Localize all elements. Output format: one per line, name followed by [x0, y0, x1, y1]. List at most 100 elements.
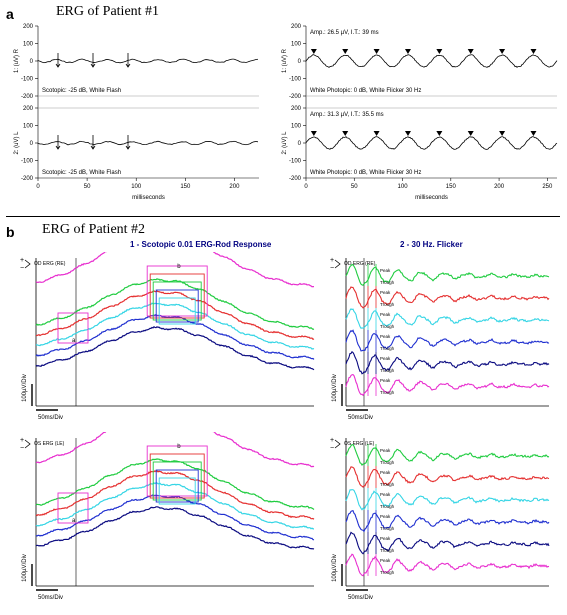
svg-text:200: 200 — [23, 106, 34, 112]
svg-text:Peak: Peak — [380, 290, 391, 295]
svg-text:-200: -200 — [289, 94, 302, 100]
svg-text:150: 150 — [180, 184, 191, 190]
svg-text:Trough: Trough — [380, 504, 395, 509]
svg-text:Trough: Trough — [380, 280, 395, 285]
svg-text:Trough: Trough — [380, 324, 395, 329]
panel-a-title: ERG of Patient #1 — [56, 4, 159, 20]
svg-text:0: 0 — [298, 59, 302, 65]
svg-text:200: 200 — [23, 24, 34, 30]
svg-text:Peak: Peak — [380, 356, 391, 361]
svg-text:milliseconds: milliseconds — [415, 195, 448, 201]
svg-text:100: 100 — [398, 184, 409, 190]
svg-text:1: (uV) R: 1: (uV) R — [14, 48, 20, 73]
svg-text:Peak: Peak — [380, 312, 391, 317]
svg-text:Peak: Peak — [380, 470, 391, 475]
svg-text:White Photopic: 0 dB, White F: White Photopic: 0 dB, White Flicker 30 H… — [310, 88, 421, 94]
svg-text:Trough: Trough — [380, 460, 395, 465]
svg-text:2: (uV) L: 2: (uV) L — [14, 131, 20, 155]
svg-text:−: − — [20, 445, 24, 452]
svg-text:100: 100 — [23, 124, 34, 130]
svg-text:b: b — [177, 444, 181, 450]
panel-a-letter: a — [6, 6, 14, 22]
svg-text:Trough: Trough — [380, 302, 395, 307]
svg-text:150: 150 — [446, 184, 457, 190]
svg-text:-200: -200 — [21, 176, 34, 182]
svg-text:Amp.: 26.5 µV, I.T.: 39 ms: Amp.: 26.5 µV, I.T.: 39 ms — [310, 30, 379, 36]
svg-text:-200: -200 — [21, 94, 34, 100]
svg-text:Trough: Trough — [380, 548, 395, 553]
svg-text:OD ERG (RE): OD ERG (RE) — [344, 261, 376, 267]
panel-a-right-chart: -200 -100 0 100 200 White Photopic: 0 dB, Whi… — [278, 22, 563, 202]
panel-b-left-title: 1 - Scotopic 0.01 ERG-Rod Response — [130, 240, 271, 249]
svg-text:100: 100 — [291, 124, 302, 130]
svg-text:White Photopic: 0 dB, White F: White Photopic: 0 dB, White Flicker 30 H… — [310, 170, 421, 176]
svg-text:+: + — [330, 257, 334, 264]
svg-text:50ms/Div: 50ms/Div — [348, 415, 373, 421]
svg-text:+: + — [20, 437, 24, 444]
svg-text:50ms/Div: 50ms/Div — [348, 595, 373, 601]
panel-b-right-title: 2 - 30 Hz. Flicker — [400, 240, 463, 249]
svg-text:0: 0 — [298, 141, 302, 147]
svg-text:100: 100 — [291, 42, 302, 48]
svg-text:b: b — [177, 264, 181, 270]
svg-text:Trough: Trough — [380, 368, 395, 373]
svg-text:Peak: Peak — [380, 492, 391, 497]
svg-text:200: 200 — [494, 184, 505, 190]
svg-text:Trough: Trough — [380, 390, 395, 395]
panel-divider — [6, 216, 560, 217]
svg-text:+: + — [330, 437, 334, 444]
svg-text:+: + — [20, 257, 24, 264]
svg-text:Amp.: 31.3 µV, I.T.: 35.5 ms: Amp.: 31.3 µV, I.T.: 35.5 ms — [310, 112, 384, 118]
svg-text:Peak: Peak — [380, 514, 391, 519]
svg-text:100µV/Div: 100µV/Div — [22, 554, 28, 582]
svg-text:Trough: Trough — [380, 482, 395, 487]
svg-text:Trough: Trough — [380, 346, 395, 351]
svg-text:50: 50 — [351, 184, 358, 190]
svg-text:100µV/Div: 100µV/Div — [332, 374, 338, 402]
panel-a-left-chart: -200 -100 0 100 200 Scotopic: -25 dB, White F… — [10, 22, 265, 202]
svg-text:OS ERG (LE): OS ERG (LE) — [34, 441, 65, 447]
panel-b-bottom-left-chart: +−OS ERG (LE)ab100µV/Div50ms/Div — [18, 432, 318, 602]
svg-text:0: 0 — [30, 141, 34, 147]
svg-text:−: − — [330, 445, 334, 452]
panel-b-top-left-chart: +−OD ERG (RE)ab100µV/Div50ms/Div — [18, 252, 318, 422]
svg-text:0: 0 — [36, 184, 40, 190]
svg-text:Trough: Trough — [380, 526, 395, 531]
svg-text:Peak: Peak — [380, 268, 391, 273]
svg-text:50: 50 — [84, 184, 91, 190]
svg-text:-100: -100 — [21, 77, 34, 83]
svg-text:Trough: Trough — [380, 570, 395, 575]
panel-b-bottom-right-chart: +− OS ERG (LE) Peak Trough Peak Trough Peak Tro… — [328, 432, 553, 602]
svg-text:200: 200 — [291, 24, 302, 30]
svg-text:OS ERG (LE): OS ERG (LE) — [344, 441, 375, 447]
svg-text:Scotopic: -25 dB, White Flash: Scotopic: -25 dB, White Flash — [42, 170, 121, 176]
svg-text:50ms/Div: 50ms/Div — [38, 595, 63, 601]
svg-text:100µV/Div: 100µV/Div — [22, 374, 28, 402]
figure-root: a ERG of Patient #1 -200 -100 0 100 200 Scoto… — [0, 0, 567, 615]
panel-b-letter: b — [6, 224, 15, 240]
panel-b-title: ERG of Patient #2 — [42, 222, 145, 238]
svg-text:0: 0 — [304, 184, 308, 190]
svg-text:100: 100 — [23, 42, 34, 48]
svg-text:-100: -100 — [289, 159, 302, 165]
svg-text:Peak: Peak — [380, 558, 391, 563]
svg-text:Peak: Peak — [380, 334, 391, 339]
svg-text:100µV/Div: 100µV/Div — [332, 554, 338, 582]
svg-text:Peak: Peak — [380, 378, 391, 383]
svg-text:Peak: Peak — [380, 536, 391, 541]
svg-text:milliseconds: milliseconds — [132, 195, 165, 201]
svg-text:200: 200 — [229, 184, 240, 190]
svg-text:0: 0 — [30, 59, 34, 65]
svg-text:200: 200 — [291, 106, 302, 112]
svg-text:−: − — [20, 265, 24, 272]
svg-text:50ms/Div: 50ms/Div — [38, 415, 63, 421]
svg-text:2: (uV) L: 2: (uV) L — [282, 131, 288, 155]
svg-text:250: 250 — [542, 184, 553, 190]
svg-text:Scotopic: -25 dB, White Flash: Scotopic: -25 dB, White Flash — [42, 88, 121, 94]
panel-b-top-right-chart: +− OD ERG (RE) Peak Trough Peak Trough Peak Tro… — [328, 252, 553, 422]
svg-text:OD ERG (RE): OD ERG (RE) — [34, 261, 66, 267]
svg-text:−: − — [330, 265, 334, 272]
svg-text:100: 100 — [131, 184, 142, 190]
svg-text:-100: -100 — [21, 159, 34, 165]
svg-text:-100: -100 — [289, 77, 302, 83]
